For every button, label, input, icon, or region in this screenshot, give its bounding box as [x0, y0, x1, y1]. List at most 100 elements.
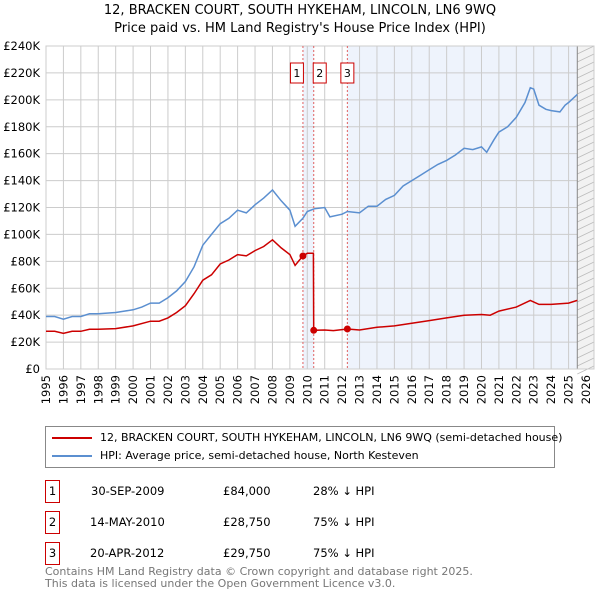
- legend: 12, BRACKEN COURT, SOUTH HYKEHAM, LINCOL…: [45, 426, 562, 468]
- sale-row: 3 20-APR-2012 £29,750 75% ↓ HPI: [45, 542, 445, 565]
- hatch-line: [577, 125, 595, 135]
- sale-label: 2: [316, 67, 323, 80]
- x-tick-label: 2003: [178, 375, 192, 404]
- y-tick-label: £120K: [3, 201, 40, 215]
- chart-title: 12, BRACKEN COURT, SOUTH HYKEHAM, LINCOL…: [103, 3, 497, 18]
- sale-label-box: [312, 62, 327, 84]
- hatch-line: [577, 349, 595, 359]
- hatch-line: [577, 213, 595, 223]
- hatch-line: [577, 109, 595, 119]
- sale-label-box: [340, 62, 355, 84]
- x-tick-label: 2007: [248, 375, 262, 404]
- x-tick-label: 2023: [527, 375, 541, 404]
- hatch-line: [577, 285, 595, 295]
- hatch-line: [577, 45, 595, 55]
- hatch-line: [577, 141, 595, 151]
- hatch-line: [577, 85, 595, 95]
- hatch-line: [577, 133, 595, 143]
- sale-price: £29,750: [223, 546, 271, 560]
- hatch-line: [577, 221, 595, 231]
- hatch-line: [577, 77, 595, 87]
- hatch-line: [577, 309, 595, 319]
- footer-line: This data is licensed under the Open Gov…: [45, 577, 396, 590]
- sale-price: £84,000: [223, 484, 271, 498]
- price-chart: 1995 1996 1997 1998 1999 2000 2001 2002 2003 2004…: [3, 39, 595, 404]
- x-tick-label: 1998: [91, 375, 105, 404]
- x-tick-label: 1996: [56, 375, 70, 404]
- series-line-price: [46, 238, 578, 335]
- series-line-hpi: [46, 86, 578, 320]
- hatch-line: [577, 61, 595, 71]
- legend-label: HPI: Average price, semi-detached house,…: [100, 449, 419, 462]
- hatch-line: [577, 277, 595, 287]
- sale-hpi: 28% ↓ HPI: [313, 484, 375, 498]
- x-tick-label: 2012: [335, 375, 349, 404]
- x-tick-label: 1995: [39, 375, 53, 404]
- sale-label: 3: [344, 67, 351, 80]
- x-tick-label: 2025: [562, 375, 576, 404]
- x-tick-label: 2019: [457, 375, 471, 404]
- hatch-line: [577, 165, 595, 175]
- x-tick-label: 2013: [353, 375, 367, 404]
- sale-date: 30-SEP-2009: [91, 484, 165, 498]
- hatch-line: [577, 317, 595, 327]
- sale-hpi: 75% ↓ HPI: [313, 515, 375, 529]
- y-tick-label: £240K: [3, 39, 40, 53]
- footer-line: Contains HM Land Registry data © Crown c…: [45, 565, 473, 578]
- hatch-line: [577, 293, 595, 303]
- legend-item-hpi: HPI: Average price, semi-detached house,…: [52, 449, 419, 463]
- sale-number: 3: [45, 542, 60, 565]
- x-tick-label: 2009: [283, 375, 297, 404]
- hatch-line: [577, 365, 595, 375]
- x-tick-label: 2015: [387, 375, 401, 404]
- x-tick-label: 2005: [213, 375, 227, 404]
- y-tick-label: £140K: [3, 174, 40, 188]
- x-tick-label: 2026: [579, 375, 593, 404]
- sale-number: 2: [45, 511, 60, 534]
- y-tick-label: £80K: [11, 254, 41, 268]
- x-tick-label: 2020: [474, 375, 488, 404]
- legend-item-price: 12, BRACKEN COURT, SOUTH HYKEHAM, LINCOL…: [52, 431, 562, 445]
- hatch-line: [577, 357, 595, 367]
- x-tick-label: 2011: [318, 375, 332, 404]
- legend-label: 12, BRACKEN COURT, SOUTH HYKEHAM, LINCOL…: [100, 431, 563, 444]
- sale-number: 1: [45, 480, 60, 503]
- sale-label: 1: [293, 67, 300, 80]
- sale-hpi: 75% ↓ HPI: [313, 546, 375, 560]
- y-tick-label: £220K: [3, 66, 40, 80]
- hatch-line: [577, 325, 595, 335]
- hatch-line: [577, 341, 595, 351]
- hatch-line: [577, 181, 595, 191]
- x-tick-label: 2018: [440, 375, 454, 404]
- sale-row: 2 14-MAY-2010 £28,750 75% ↓ HPI: [45, 511, 445, 534]
- sale-point: [299, 252, 307, 260]
- hatch-line: [577, 301, 595, 311]
- hatch-line: [577, 261, 595, 271]
- plot-frame: [45, 45, 595, 370]
- hatch-line: [577, 117, 595, 127]
- sale-price: £28,750: [223, 515, 271, 529]
- x-tick-label: 2001: [144, 375, 158, 404]
- hatch-line: [577, 157, 595, 167]
- footer: Contains HM Land Registry data © Crown c…: [45, 566, 473, 590]
- y-tick-label: £200K: [3, 93, 40, 107]
- x-tick-label: 2021: [492, 375, 506, 404]
- x-tick-label: 2010: [300, 375, 314, 404]
- hatch-line: [577, 269, 595, 279]
- y-tick-label: £160K: [3, 147, 40, 161]
- hatch-line: [577, 149, 595, 159]
- x-tick-label: 2014: [370, 375, 384, 404]
- x-tick-label: 2022: [509, 375, 523, 404]
- sale-date: 14-MAY-2010: [90, 515, 165, 529]
- hatch-line: [577, 245, 595, 255]
- hatch-line: [577, 205, 595, 215]
- x-tick-label: 2002: [161, 375, 175, 404]
- sale-row: 1 30-SEP-2009 £84,000 28% ↓ HPI: [45, 480, 445, 503]
- hatch-line: [577, 101, 595, 111]
- y-tick-label: £20K: [11, 335, 41, 349]
- x-tick-label: 2004: [196, 375, 210, 404]
- hatch-line: [577, 253, 595, 263]
- y-tick-label: £0: [25, 362, 40, 376]
- x-tick-label: 2006: [231, 375, 245, 404]
- y-tick-label: £180K: [3, 120, 40, 134]
